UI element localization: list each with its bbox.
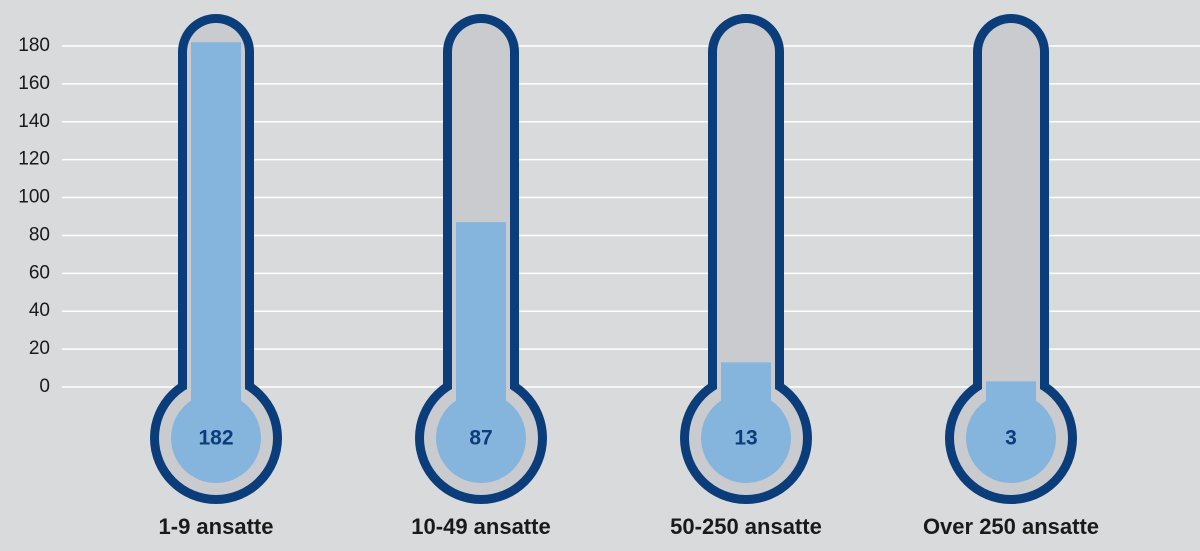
thermometer-tube-inner [982,23,1040,438]
value-label: 87 [469,427,492,450]
y-tick-label: 140 [18,111,50,132]
x-tick-label: 10-49 ansatte [411,514,550,539]
y-tick-label: 180 [18,35,50,56]
y-tick-label: 20 [29,338,50,359]
x-tick-label: 1-9 ansatte [159,514,274,539]
bulb-fill [171,393,261,483]
bulb-fill [701,393,791,483]
y-tick-label: 100 [18,187,50,208]
value-label: 13 [734,427,757,450]
bar [986,381,1036,387]
y-tick-label: 120 [18,149,50,170]
y-tick-label: 80 [29,224,50,245]
thermometer-tube-inner [717,23,775,438]
bulb-fill [966,393,1056,483]
value-label: 182 [198,427,233,450]
bar [721,362,771,387]
y-tick-label: 60 [29,262,50,283]
bulb-fill [436,393,526,483]
bar [456,222,506,387]
y-tick-label: 160 [18,73,50,94]
y-tick-label: 0 [39,376,50,397]
bar [191,42,241,387]
value-label: 3 [1005,427,1017,450]
x-tick-label: 50-250 ansatte [670,514,822,539]
x-tick-label: Over 250 ansatte [923,514,1099,539]
y-tick-label: 40 [29,300,50,321]
